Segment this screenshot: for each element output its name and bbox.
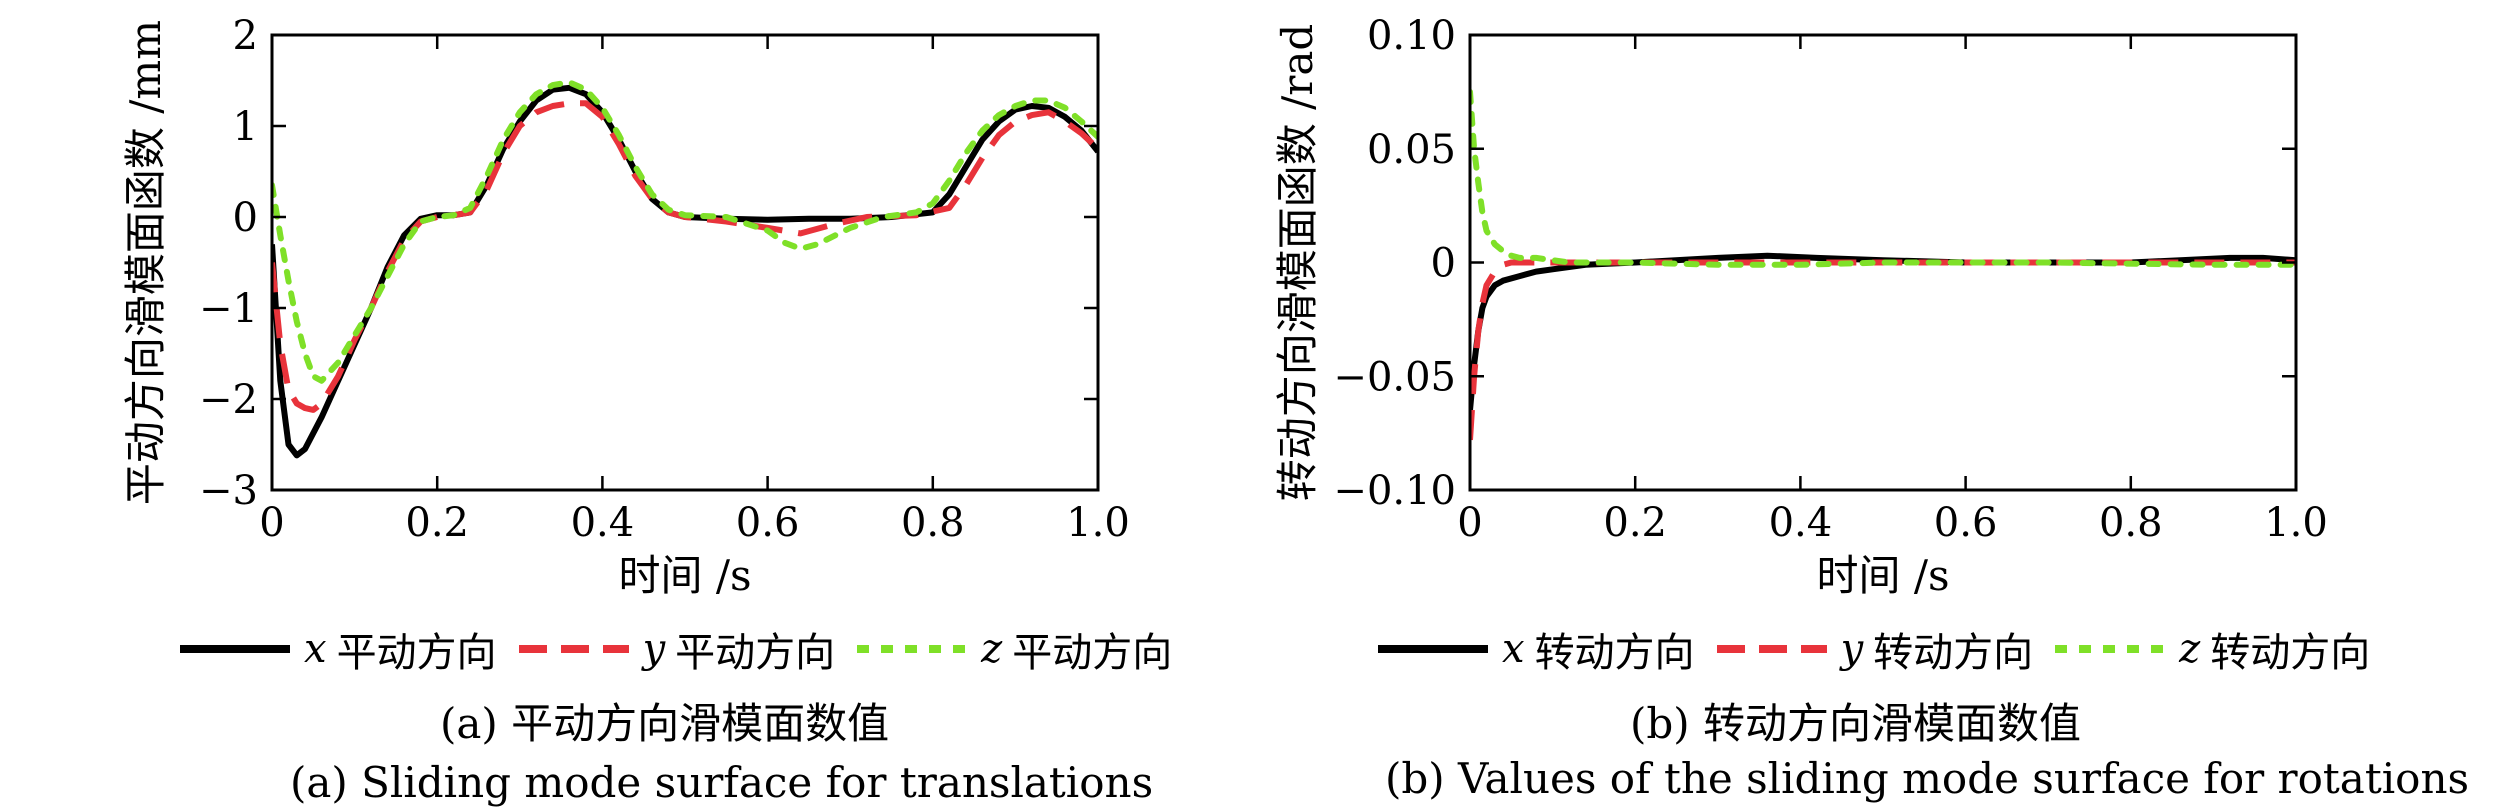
series-group: [272, 79, 1098, 459]
chart-rotations: 0 0.2 0.4 0.6 0.8 1.0 −0.10 −0.05 0 0.05 0.10 时间 /s…: [1273, 13, 2328, 600]
legend-label-y: 转动方向: [1873, 630, 2034, 676]
x-axis-label: 时间 /s: [618, 551, 751, 600]
legend-swatch-x: [180, 645, 290, 653]
legend-swatch-y: [1716, 645, 1827, 653]
x-tick-label: 0.8: [2099, 500, 2163, 546]
x-tick-label: 0.6: [1934, 500, 1998, 546]
series-line-y: [1470, 259, 2296, 441]
x-tick-label: 0.2: [405, 500, 469, 546]
series-line-z: [1470, 88, 2296, 268]
legend-var-x: x: [1502, 626, 1525, 672]
series-line-z: [272, 79, 1098, 384]
x-tick-label: 0.4: [1769, 500, 1833, 546]
series-line-y: [272, 100, 1098, 413]
x-tick-label: 0.6: [736, 500, 800, 546]
legend-var-z: z: [981, 626, 1003, 672]
legend-rotations: x 转动方向 y 转动方向 z 转动方向: [1378, 620, 2392, 678]
legend-var-y: y: [642, 626, 666, 672]
y-tick-label: 0: [233, 195, 258, 241]
plot-frame: [270, 33, 1100, 492]
legend-swatch-y: [518, 645, 629, 653]
x-tick-label: 0.8: [901, 500, 965, 546]
legend-item-z: z 转动方向: [2055, 620, 2370, 678]
y-tick-label: −0.10: [1333, 468, 1456, 514]
legend-item-z: z 平动方向: [857, 620, 1172, 678]
caption-b-cn: (b) 转动方向滑模面数值: [1630, 699, 2082, 748]
series-group: [1470, 88, 2296, 441]
y-tick-label: 0.05: [1367, 127, 1456, 173]
legend-item-y: y 平动方向: [518, 620, 836, 678]
chart-translations: 0 0.2 0.4 0.6 0.8 1.0 −3 −2 −1 0 1 2 时间 /s 平动方向滑模面函数 …: [121, 13, 1130, 600]
x-axis-label: 时间 /s: [1816, 551, 1949, 600]
x-tick-label: 0.2: [1603, 500, 1667, 546]
y-tick-label: 0.10: [1367, 13, 1456, 59]
y-tick-label: 1: [233, 104, 258, 150]
y-axis-label: 平动方向滑模面函数 /mm: [121, 20, 170, 505]
caption-a-en: (a) Sliding mode surface for translation…: [290, 758, 1154, 807]
legend-translations: x 平动方向 y 平动方向 z 平动方向: [180, 620, 1194, 678]
y-tick-label: −2: [199, 377, 258, 423]
legend-swatch-x: [1378, 645, 1488, 653]
x-tick-label: 1.0: [1066, 500, 1130, 546]
x-tick-label: 0: [259, 500, 284, 546]
y-tick-label: −1: [199, 286, 258, 332]
legend-label-z: 平动方向: [1012, 630, 1173, 676]
caption-b-en: (b) Values of the sliding mode surface f…: [1385, 754, 2470, 803]
series-line-x: [1470, 252, 2296, 411]
x-tick-label: 0.4: [571, 500, 635, 546]
legend-label-z: 转动方向: [2210, 630, 2371, 676]
legend-label-x: 平动方向: [336, 630, 497, 676]
y-tick-label: 0: [1431, 241, 1456, 287]
legend-label-y: 平动方向: [675, 630, 836, 676]
legend-item-y: y 转动方向: [1716, 620, 2034, 678]
caption-a-cn: (a) 平动方向滑模面数值: [440, 699, 890, 748]
x-tick-label: 0: [1457, 500, 1482, 546]
legend-var-z: z: [2179, 626, 2201, 672]
legend-swatch-z: [857, 645, 968, 653]
legend-var-y: y: [1840, 626, 1864, 672]
y-axis-label: 转动方向滑模面函数 /rad: [1273, 24, 1322, 502]
y-tick-label: −3: [199, 468, 258, 514]
x-tick-label: 1.0: [2264, 500, 2328, 546]
legend-item-x: x 转动方向: [1378, 620, 1695, 678]
y-tick-label: −0.05: [1333, 354, 1456, 400]
legend-var-x: x: [304, 626, 327, 672]
y-tick-label: 2: [233, 13, 258, 59]
legend-swatch-z: [2055, 645, 2166, 653]
legend-item-x: x 平动方向: [180, 620, 497, 678]
legend-label-x: 转动方向: [1534, 630, 1695, 676]
